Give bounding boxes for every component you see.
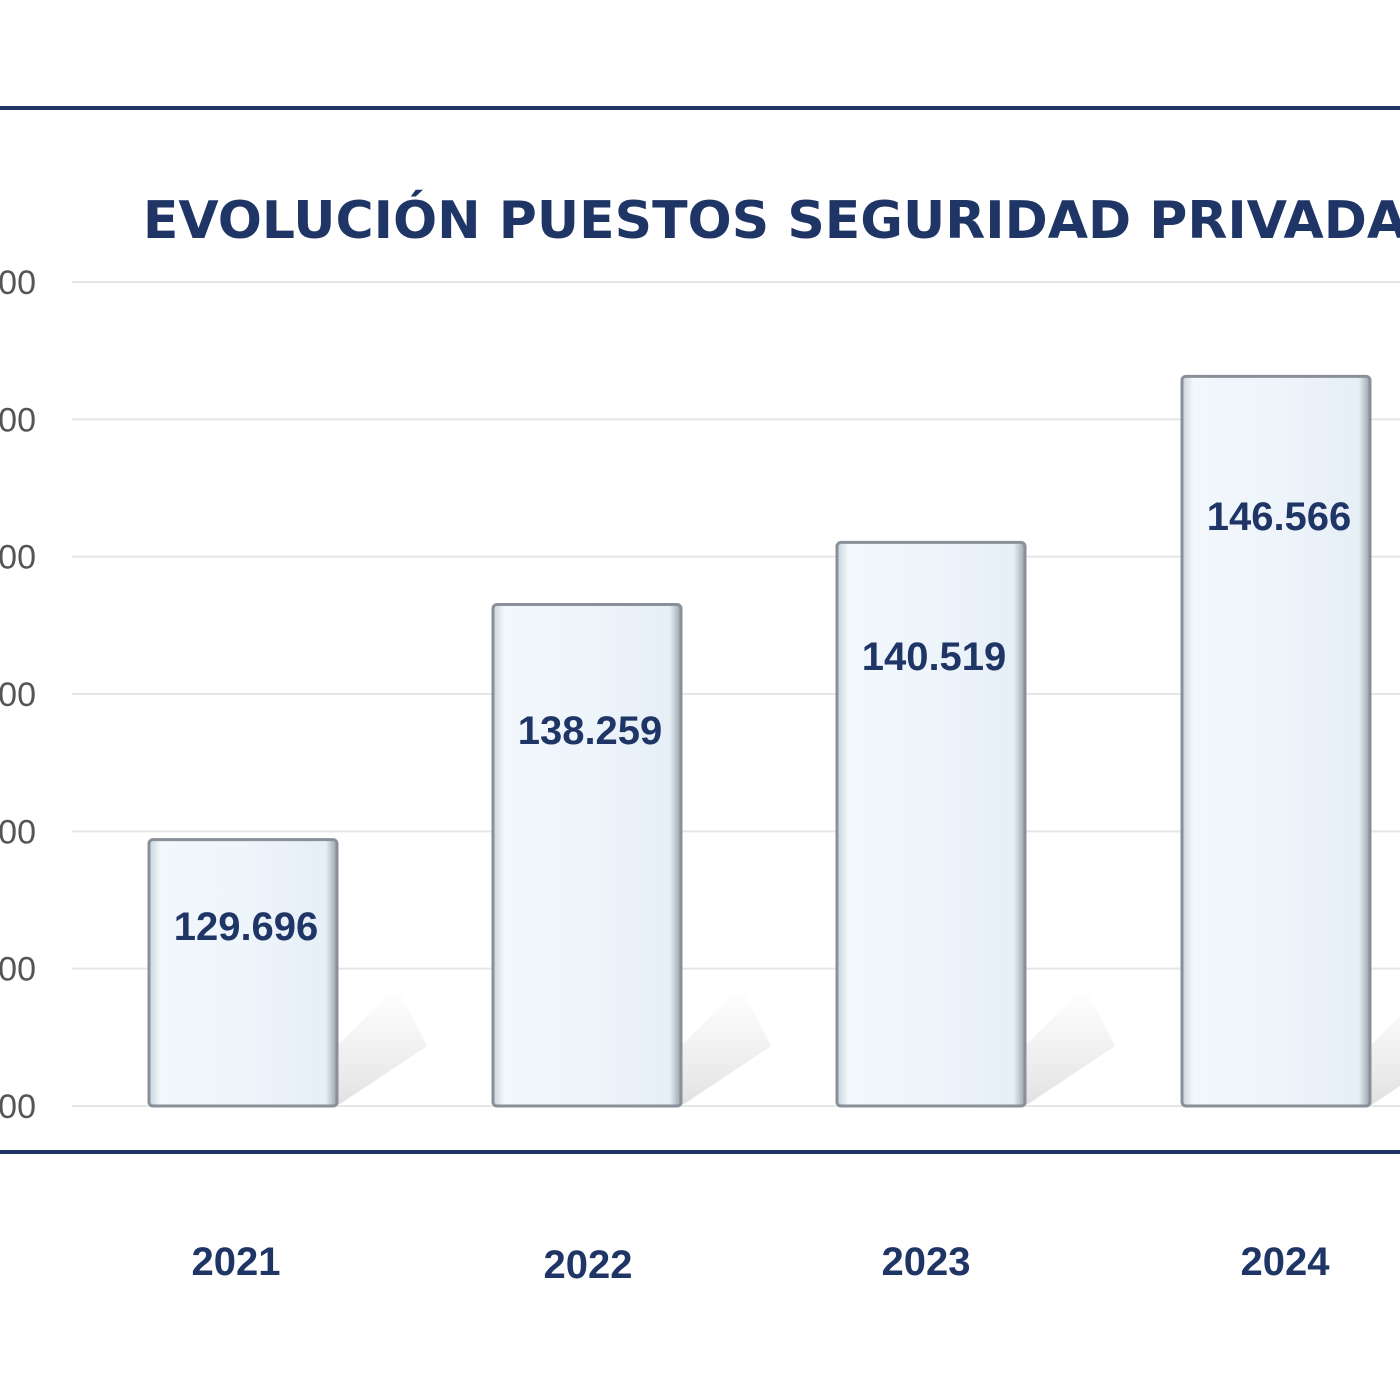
bar-2022 <box>491 602 683 1108</box>
y-tick-label: 00 <box>0 539 36 577</box>
x-tick-label-2022: 2022 <box>544 1243 633 1287</box>
y-tick-label: 00 <box>0 1088 36 1126</box>
bar-2024 <box>1180 374 1372 1108</box>
bar-2023 <box>835 540 1027 1108</box>
data-label-2023: 140.519 <box>862 635 1007 679</box>
bar-shadow <box>681 986 771 1106</box>
x-tick-label-2024: 2024 <box>1241 1240 1331 1284</box>
y-tick-label: 00 <box>0 951 36 989</box>
y-tick-label: 00 <box>0 813 36 851</box>
bar-shadow <box>1025 986 1115 1106</box>
chart-title: EVOLUCIÓN PUESTOS SEGURIDAD PRIVADA <box>143 189 1400 251</box>
bar-2021 <box>147 838 339 1108</box>
data-label-2021: 129.696 <box>174 905 319 949</box>
y-tick-label: 00 <box>0 401 36 439</box>
data-label-2024: 146.566 <box>1207 495 1352 539</box>
data-label-2022: 138.259 <box>518 709 663 753</box>
x-tick-label-2021: 2021 <box>192 1240 281 1284</box>
x-tick-label-2023: 2023 <box>882 1240 971 1284</box>
bar-shadow <box>1370 1016 1400 1106</box>
bar-shadow <box>337 986 427 1106</box>
y-tick-label: 00 <box>0 264 36 302</box>
y-tick-label: 00 <box>0 676 36 714</box>
